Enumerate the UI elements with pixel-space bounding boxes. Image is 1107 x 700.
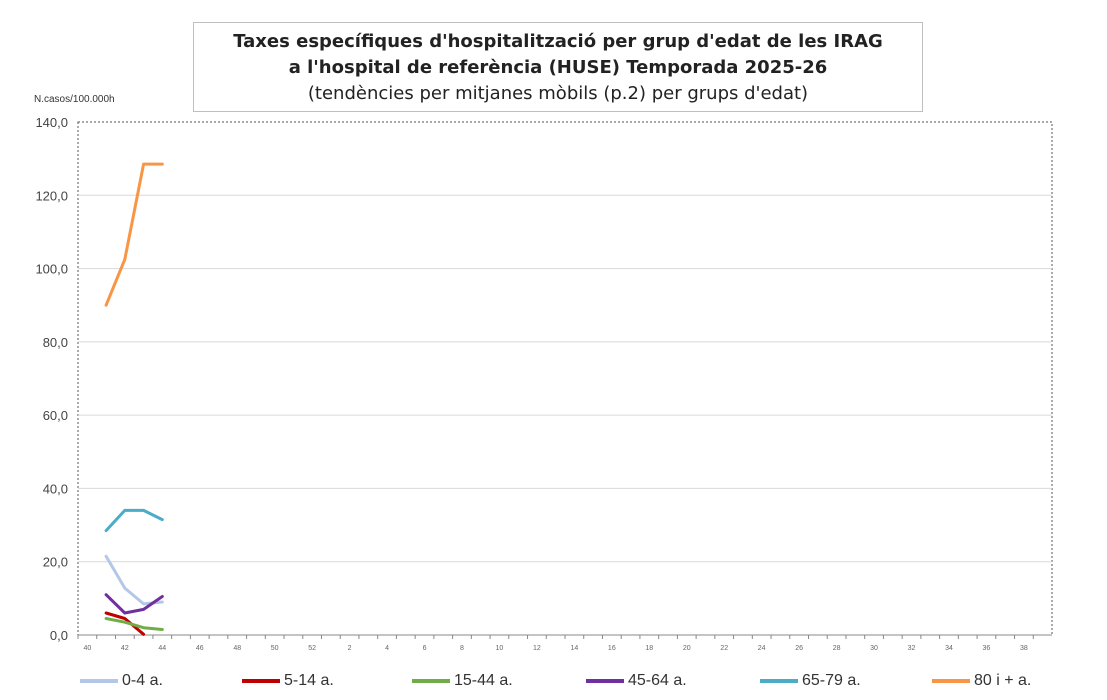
legend-item: 5-14 a.	[242, 666, 334, 696]
x-tick-label: 42	[121, 645, 129, 652]
x-tick-label: 36	[983, 645, 991, 652]
x-tick-label: 52	[308, 645, 316, 652]
x-tick-label: 24	[758, 645, 766, 652]
legend-label: 65-79 a.	[802, 672, 861, 689]
y-tick-label: 120,0	[35, 188, 68, 203]
legend-item: 15-44 a.	[412, 666, 513, 696]
x-tick-label: 30	[870, 645, 878, 652]
legend-label: 15-44 a.	[454, 672, 513, 689]
legend-item: 80 i + a.	[932, 666, 1031, 696]
legend-swatch	[586, 679, 624, 683]
x-tick-label: 46	[196, 645, 204, 652]
x-tick-label: 44	[158, 645, 166, 652]
series-line-65-79-a	[104, 508, 164, 533]
x-tick-label: 8	[460, 645, 464, 652]
y-tick-label: 40,0	[43, 481, 68, 496]
series-line-15-44-a	[104, 617, 164, 631]
chart-title-box: Taxes específiques d'hospitalització per…	[193, 22, 923, 112]
chart-title-line-2: a l'hospital de referència (HUSE) Tempor…	[288, 57, 828, 78]
series-line-45-64-a	[104, 593, 164, 615]
x-tick-label: 34	[945, 645, 953, 652]
y-tick-label: 100,0	[35, 262, 68, 277]
x-tick-label: 16	[608, 645, 616, 652]
x-tick-label: 14	[570, 645, 578, 652]
x-tick-label: 12	[533, 645, 541, 652]
x-tick-label: 28	[833, 645, 841, 652]
x-tick-label: 2	[348, 645, 352, 652]
legend-swatch	[412, 679, 450, 683]
x-tick-label: 18	[645, 645, 653, 652]
series-line-80-i-a	[104, 162, 164, 307]
x-tick-label: 48	[233, 645, 241, 652]
series-line-0-4-a	[104, 554, 164, 606]
y-tick-label: 60,0	[43, 408, 68, 423]
legend-item: 45-64 a.	[586, 666, 687, 696]
legend: 0-4 a. 5-14 a. 15-44 a. 45-64 a. 65-79 a. 80 …	[0, 666, 1107, 696]
x-tick-label: 22	[720, 645, 728, 652]
y-tick-label: 20,0	[43, 555, 68, 570]
y-tick-label: 80,0	[43, 335, 68, 350]
legend-swatch	[932, 679, 970, 683]
x-tick-label: 38	[1020, 645, 1028, 652]
x-tick-label: 40	[83, 645, 91, 652]
x-tick-label: 32	[908, 645, 916, 652]
y-tick-label: 140,0	[35, 115, 68, 130]
legend-swatch	[760, 679, 798, 683]
x-tick-label: 20	[683, 645, 691, 652]
series-line-5-14-a	[104, 611, 146, 636]
legend-swatch	[242, 679, 280, 683]
legend-item: 65-79 a.	[760, 666, 861, 696]
plot-border	[77, 121, 1053, 636]
chart-title-line-1: Taxes específiques d'hospitalització per…	[233, 31, 883, 52]
x-tick-label: 10	[496, 645, 504, 652]
y-tick-label: 0,0	[50, 628, 68, 643]
x-tick-label: 6	[423, 645, 427, 652]
legend-item: 0-4 a.	[80, 666, 163, 696]
x-tick-label: 4	[385, 645, 389, 652]
legend-label: 5-14 a.	[284, 672, 334, 689]
legend-label: 45-64 a.	[628, 672, 687, 689]
legend-label: 0-4 a.	[122, 672, 163, 689]
x-tick-label: 50	[271, 645, 279, 652]
legend-swatch	[80, 679, 118, 683]
legend-label: 80 i + a.	[974, 672, 1032, 689]
x-tick-label: 26	[795, 645, 803, 652]
chart-subtitle: (tendències per mitjanes mòbils (p.2) pe…	[307, 83, 809, 104]
y-axis-label: N.casos/100.000h	[34, 94, 115, 105]
